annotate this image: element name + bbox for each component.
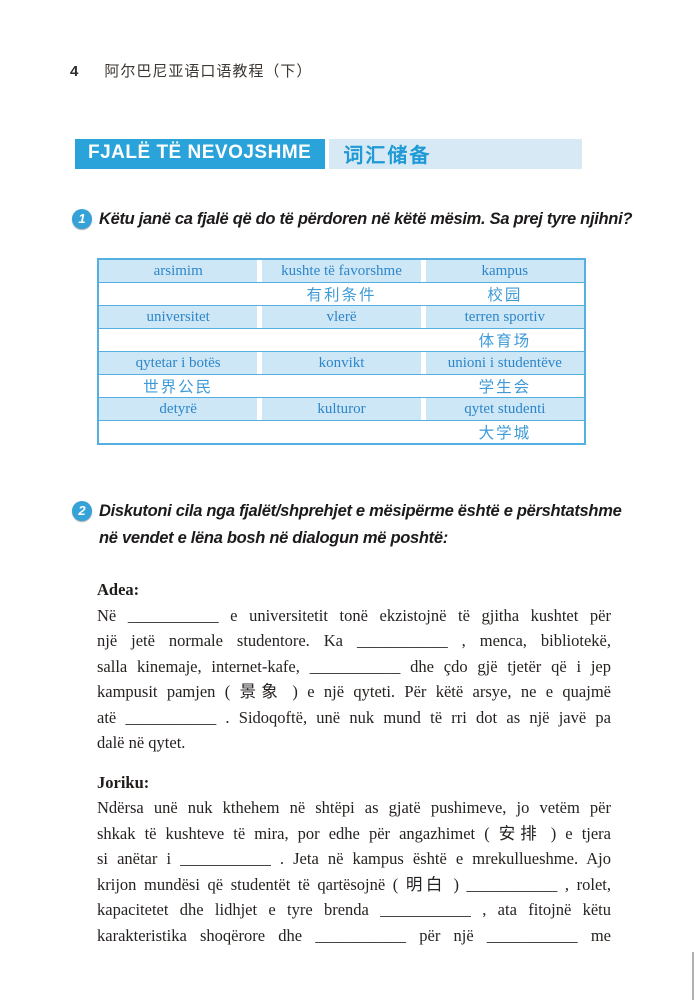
- section-title-chinese: 词汇储备: [329, 139, 582, 169]
- vocab-translation-cell: [99, 329, 257, 351]
- exercise-2-prompt-line2: në vendet e lëna bosh në dialogun më pos…: [99, 529, 448, 547]
- dialogue-text: Adea: Në ___________ e universitetit ton…: [97, 577, 611, 948]
- vocab-cell: detyrë: [99, 398, 258, 420]
- table-row: 体育场: [99, 329, 584, 352]
- exercise-2-number-badge: 2: [72, 501, 92, 521]
- vocab-translation-cell: 学生会: [478, 379, 532, 396]
- vocab-translation-cell: 有利条件: [306, 287, 377, 304]
- vocabulary-table: arsimim kushte të favorshme kampus 有利条件 …: [97, 258, 586, 445]
- page-edge-scan-artifact: [692, 952, 694, 1000]
- vocab-translation-cell: 大学城: [478, 425, 532, 442]
- table-row: universitet vlerë terren sportiv: [99, 306, 584, 329]
- vocab-cell: kampus: [425, 260, 584, 282]
- paragraph-gap: [97, 756, 611, 770]
- vocab-translation-cell: 校园: [487, 287, 523, 304]
- dialogue-line: kampusit pamjen ( 景象 ) e një qyteti. Për…: [97, 682, 611, 701]
- exercise-2-prompt: Diskutoni cila nga fjalët/shprehjet e më…: [99, 498, 622, 552]
- vocab-translation-cell: [262, 375, 420, 397]
- table-row: 世界公民 学生会: [99, 375, 584, 398]
- dialogue-line: Në ___________ e universitetit tonë ekzi…: [97, 605, 611, 625]
- vocab-translation-cell: [262, 421, 420, 443]
- vocab-cell: arsimim: [99, 260, 258, 282]
- vocab-translation-cell: [99, 421, 257, 443]
- dialogue-line: krijon mundësi që studentët të qartësojn…: [97, 874, 611, 894]
- section-title-albanian: FJALË TË NEVOJSHME: [75, 139, 326, 169]
- vocab-cell: vlerë: [262, 306, 421, 328]
- vocab-cell: kulturor: [262, 398, 421, 420]
- table-row: 大学城: [99, 421, 584, 443]
- vocab-cell: konvikt: [262, 352, 421, 374]
- dialogue-line: kapacitetet dhe lidhjet e tyre brenda __…: [97, 900, 611, 919]
- exercise-2-prompt-line1: Diskutoni cila nga fjalët/shprehjet e më…: [99, 502, 622, 520]
- vocab-translation-cell: [262, 329, 420, 351]
- vocab-translation-cell: [99, 283, 257, 305]
- dialogue-line: si anëtar i ___________ . Jeta në kampus…: [97, 849, 611, 868]
- dialogue-line: atë ___________ . Sidoqoftë, unë nuk mun…: [97, 707, 611, 727]
- table-row: arsimim kushte të favorshme kampus: [99, 260, 584, 283]
- running-header: 4 阿尔巴尼亚语口语教程（下）: [70, 60, 312, 81]
- speaker-name-adea: Adea:: [97, 580, 140, 599]
- book-title: 阿尔巴尼亚语口语教程（下）: [104, 64, 313, 80]
- exercise-1-prompt: Këtu janë ca fjalë që do të përdoren në …: [99, 210, 633, 228]
- page-number: 4: [70, 63, 79, 80]
- vocab-cell: unioni i studentëve: [425, 352, 584, 374]
- dialogue-line: shkak të kushteve të mira, por edhe për …: [97, 823, 611, 843]
- dialogue-line: karakteristika shoqërore dhe ___________…: [97, 925, 611, 945]
- vocab-translation-cell: 世界公民: [143, 379, 214, 396]
- table-row: 有利条件 校园: [99, 283, 584, 306]
- table-row: qytetar i botës konvikt unioni i student…: [99, 352, 584, 375]
- dialogue-line: një jetë normale studentore. Ka ________…: [97, 631, 611, 650]
- dialogue-line: dalë në qytet.: [97, 733, 186, 752]
- vocab-cell: universitet: [99, 306, 258, 328]
- vocab-cell: qytet studenti: [425, 398, 584, 420]
- dialogue-line: Ndërsa unë nuk kthehem në shtëpi as gjat…: [97, 798, 611, 817]
- vocab-cell: qytetar i botës: [99, 352, 258, 374]
- section-banner: FJALË TË NEVOJSHME 词汇储备: [75, 139, 582, 169]
- vocab-cell: kushte të favorshme: [262, 260, 421, 282]
- table-row: detyrë kulturor qytet studenti: [99, 398, 584, 421]
- exercise-1-number-badge: 1: [72, 209, 92, 229]
- speaker-name-joriku: Joriku:: [97, 772, 150, 792]
- vocab-cell: terren sportiv: [425, 306, 584, 328]
- vocab-translation-cell: 体育场: [478, 333, 532, 350]
- dialogue-line: salla kinemaje, internet-kafe, _________…: [97, 656, 611, 676]
- exercise-2: 2 Diskutoni cila nga fjalët/shprehjet e …: [72, 498, 622, 552]
- exercise-1: 1 Këtu janë ca fjalë që do të përdoren n…: [72, 206, 632, 233]
